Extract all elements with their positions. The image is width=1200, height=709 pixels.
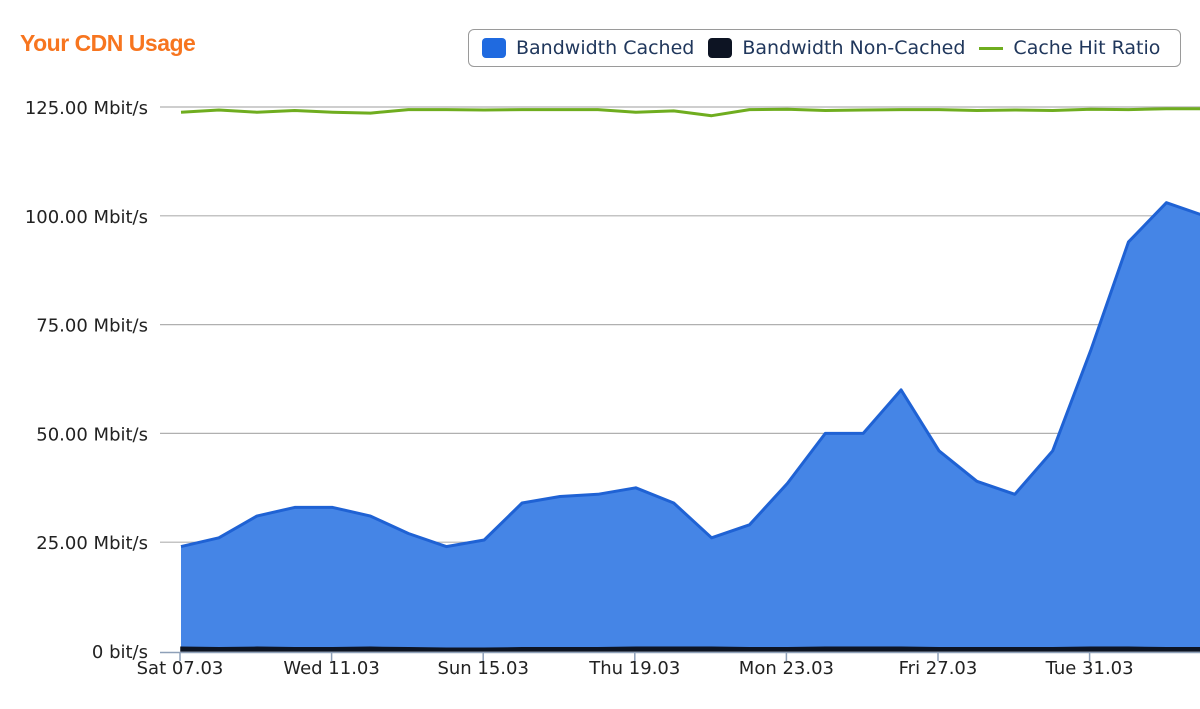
- x-tick-label: Wed 11.03: [283, 658, 380, 679]
- y-tick-label: 125.00 Mbit/s: [25, 98, 148, 119]
- chart-legend: Bandwidth Cached Bandwidth Non-Cached Ca…: [468, 29, 1181, 67]
- y-tick-label: 50.00 Mbit/s: [36, 424, 148, 445]
- y-tick-label: 75.00 Mbit/s: [36, 316, 148, 337]
- chart-title: Your CDN Usage: [20, 30, 196, 56]
- series-line-cache-hit-ratio: [180, 107, 1200, 118]
- x-tick-label: Tue 31.03: [1045, 658, 1134, 679]
- x-tick-label: Mon 23.03: [739, 658, 834, 679]
- series-line-bandwidth-cached: [180, 201, 1200, 549]
- y-tick-label: 0 bit/s: [92, 642, 148, 663]
- legend-swatch-cached: [482, 38, 506, 58]
- series-area-bandwidth-cached: [181, 202, 1200, 651]
- legend-swatch-hit-ratio: [979, 46, 1004, 50]
- series-area-bandwidth-noncached: [180, 646, 1200, 652]
- x-tick-label: Sun 15.03: [437, 658, 529, 679]
- y-tick-label: 25.00 Mbit/s: [36, 533, 148, 554]
- legend-swatch-noncached: [708, 38, 733, 58]
- legend-label-hit-ratio: Cache Hit Ratio: [1013, 37, 1161, 59]
- legend-item-bandwidth-cached[interactable]: Bandwidth Cached: [482, 37, 694, 59]
- x-tick-label: Sat 07.03: [137, 658, 224, 679]
- legend-label-cached: Bandwidth Cached: [516, 37, 695, 59]
- legend-item-bandwidth-noncached[interactable]: Bandwidth Non-Cached: [708, 37, 965, 59]
- x-tick-label: Thu 19.03: [588, 658, 680, 679]
- legend-label-noncached: Bandwidth Non-Cached: [742, 37, 966, 59]
- legend-item-cache-hit-ratio[interactable]: Cache Hit Ratio: [979, 37, 1160, 59]
- y-tick-label: 100.00 Mbit/s: [25, 207, 148, 228]
- x-tick-label: Fri 27.03: [899, 658, 978, 679]
